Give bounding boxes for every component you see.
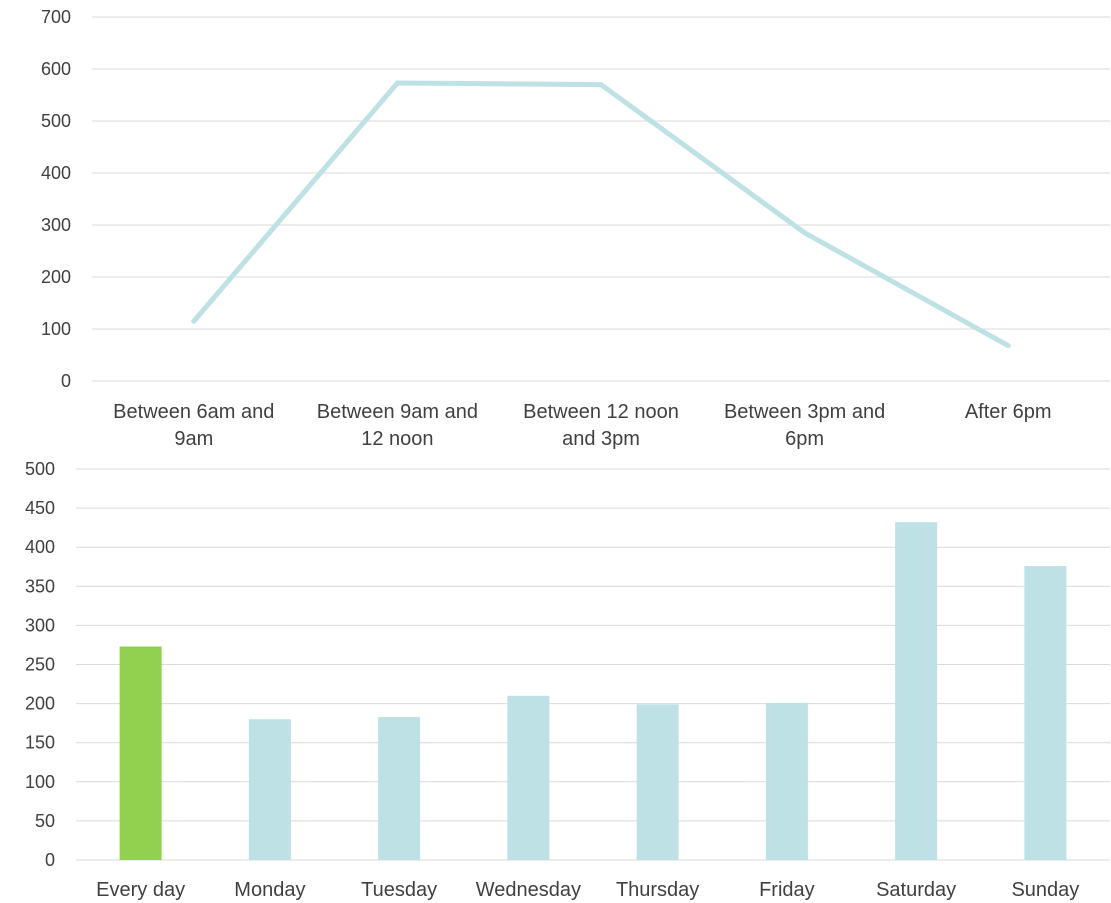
bar-y-tick-label: 300 [25, 615, 55, 635]
bar-x-tick-label: Thursday [616, 879, 699, 901]
line-y-tick-label: 200 [41, 267, 71, 287]
bar-y-tick-label: 400 [25, 537, 55, 557]
bar-y-tick-label: 250 [25, 655, 55, 675]
bar-y-tick-label: 100 [25, 772, 55, 792]
line-y-tick-label: 400 [41, 163, 71, 183]
line-series-path [191, 80, 1011, 349]
bar-tuesday [378, 716, 421, 860]
bar-thursday [636, 704, 679, 860]
bar-y-tick-label: 200 [25, 694, 55, 714]
line-data-point [394, 80, 400, 86]
line-x-tick-label: Between 3pm and 6pm [724, 401, 885, 450]
bar-wednesday [507, 695, 550, 860]
bar-x-tick-label: Saturday [876, 879, 956, 901]
line-y-tick-label: 500 [41, 111, 71, 131]
line-x-tick-label: Between 9am and 12 noon [317, 401, 478, 450]
bar-x-tick-label: Sunday [1011, 879, 1079, 901]
line-x-tick-label: After 6pm [965, 401, 1052, 423]
bar-x-tick-label: Tuesday [361, 879, 437, 901]
line-data-point [1005, 343, 1011, 349]
line-x-tick-label: Between 12 noon and 3pm [523, 401, 679, 450]
line-y-tick-label: 700 [41, 7, 71, 27]
line-y-tick-label: 600 [41, 59, 71, 79]
bar-chart-day-of-week: 0 50 100 150 200 250 300 350 400 450 500 Every day… [25, 459, 1110, 901]
bar-saturday [895, 522, 938, 860]
line-x-tick-label: Between 6am and 9am [113, 401, 274, 450]
line-y-tick-label: 300 [41, 215, 71, 235]
bar-sunday [1024, 565, 1067, 860]
line-y-tick-label: 100 [41, 319, 71, 339]
bar-y-tick-label: 500 [25, 459, 55, 479]
bar-y-tick-label: 450 [25, 498, 55, 518]
line-data-point [802, 230, 808, 236]
bar-x-tick-label: Every day [96, 879, 185, 901]
line-y-tick-label: 0 [61, 371, 71, 391]
bar-y-tick-label: 350 [25, 576, 55, 596]
line-chart-time-of-day: 0 100 200 300 400 500 600 700 Between 6am and 9a… [41, 7, 1110, 450]
bar-monday [248, 719, 291, 860]
line-data-point [598, 82, 604, 88]
line-data-point [191, 318, 197, 324]
bar-x-tick-label: Wednesday [476, 879, 581, 901]
bar-y-tick-label: 150 [25, 733, 55, 753]
bar-x-tick-label: Monday [234, 879, 305, 901]
bar-x-tick-label: Friday [759, 879, 815, 901]
bar-y-tick-label: 50 [35, 811, 55, 831]
bar-friday [765, 702, 808, 860]
bar-y-tick-label: 0 [45, 850, 55, 870]
bar-every-day [119, 646, 162, 860]
